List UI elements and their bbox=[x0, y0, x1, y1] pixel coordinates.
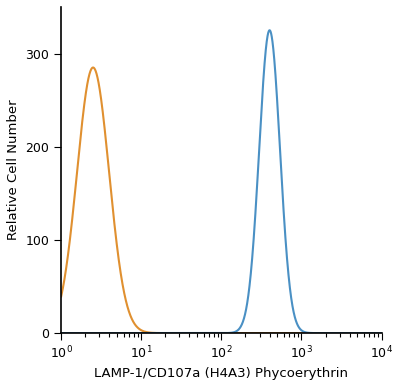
X-axis label: LAMP-1/CD107a (H4A3) Phycoerythrin: LAMP-1/CD107a (H4A3) Phycoerythrin bbox=[94, 367, 348, 380]
Y-axis label: Relative Cell Number: Relative Cell Number bbox=[7, 100, 20, 240]
